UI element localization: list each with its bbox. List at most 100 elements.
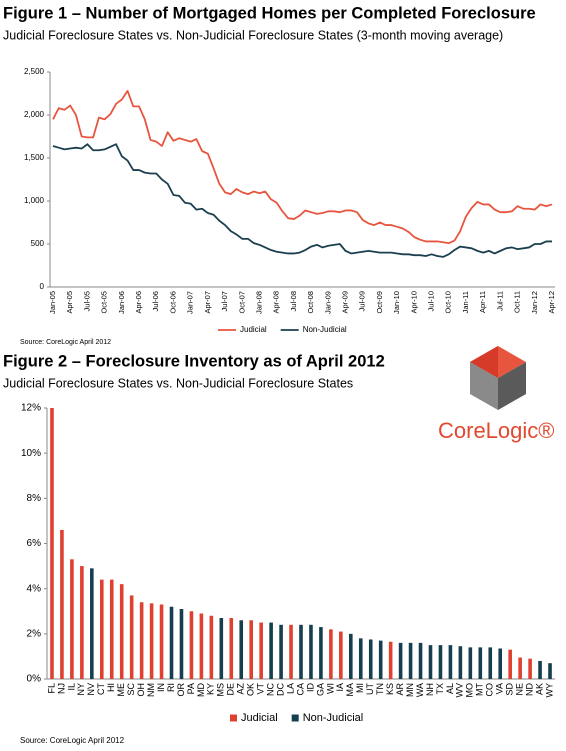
x-tick-label: Apr-08 [272, 291, 281, 314]
x-tick-label: Oct-10 [444, 291, 453, 314]
bar [139, 602, 144, 679]
bar [408, 642, 413, 679]
logo-facet [470, 346, 498, 378]
x-tick-label: Jan-09 [323, 291, 332, 314]
x-tick-label: Apr-12 [547, 291, 556, 314]
x-tick-label: IA [335, 683, 345, 692]
x-tick-label: HI [106, 683, 116, 692]
bar [99, 579, 104, 679]
x-tick-label: Apr-11 [478, 291, 487, 313]
bar [349, 633, 353, 679]
x-tick-label: Jan-10 [392, 291, 401, 314]
x-tick-label: Oct-07 [237, 291, 246, 314]
x-tick-label: NY [76, 683, 86, 696]
y-tick-label: 8% [27, 493, 42, 504]
bar [498, 648, 503, 679]
x-tick-label: MA [345, 683, 355, 697]
x-tick-label: Jan-08 [254, 291, 263, 314]
x-tick-label: Oct-08 [306, 291, 315, 314]
y-tick-label: 2,500 [24, 67, 45, 76]
x-tick-label: Jan-11 [461, 291, 470, 313]
x-tick-label: CO [485, 683, 495, 697]
x-tick-label: WV [455, 683, 465, 698]
x-tick-label: TX [435, 683, 445, 695]
bar [149, 603, 154, 679]
bar [448, 645, 453, 679]
x-tick-label: WY [544, 683, 554, 698]
y-tick-label: 10% [21, 448, 41, 459]
x-tick-label: DE [226, 683, 236, 696]
x-tick-label: IN [156, 683, 166, 692]
x-tick-label: Apr-10 [409, 291, 418, 314]
bar [508, 649, 512, 679]
y-tick-label: 6% [27, 538, 42, 549]
x-tick-label: Jul-09 [358, 291, 367, 311]
x-tick-label: IL [66, 683, 76, 691]
logo-right [498, 362, 526, 410]
y-tick-label: 0% [27, 674, 42, 685]
x-tick-label: ME [116, 683, 126, 697]
chart-title: Figure 2 – Foreclosure Inventory as of A… [3, 352, 385, 370]
x-tick-label: LA [285, 683, 295, 694]
source: Source: CoreLogic April 2012 [20, 339, 111, 346]
x-tick-label: Jan-07 [186, 291, 195, 314]
y-tick-label: 2,000 [24, 110, 45, 119]
bar [418, 642, 423, 679]
x-tick-label: NC [265, 683, 275, 696]
legend-swatch [230, 714, 237, 722]
x-tick-label: ID [305, 682, 315, 692]
bar [548, 663, 552, 679]
bar [70, 559, 74, 679]
line [52, 143, 552, 258]
bar [209, 615, 214, 679]
x-tick-label: ND [524, 683, 534, 696]
bar [528, 658, 532, 679]
bar [279, 624, 283, 679]
x-tick-label: VA [495, 683, 505, 694]
bar [159, 604, 164, 679]
x-tick-label: RI [166, 683, 176, 692]
line [52, 90, 553, 245]
x-tick-label: TN [375, 683, 385, 695]
x-tick-label: MD [196, 683, 206, 697]
x-tick-label: FL [46, 683, 56, 694]
bar [368, 639, 373, 679]
bar [179, 608, 184, 679]
x-tick-label: SD [505, 683, 515, 696]
legend-label: Judicial [241, 712, 278, 724]
x-tick-label: Apr-06 [134, 291, 143, 314]
bar [438, 645, 443, 679]
brand: CoreLogic® [438, 418, 555, 443]
x-tick-label: Jan-05 [48, 291, 57, 314]
bar [478, 647, 483, 679]
bar [119, 584, 124, 679]
legend-label: Non-Judicial [303, 712, 364, 724]
bar [319, 627, 323, 679]
bar [109, 579, 114, 679]
bar [538, 660, 542, 679]
x-tick-label: Oct-05 [100, 291, 109, 314]
x-tick-label: Oct-09 [375, 291, 384, 314]
bar [169, 606, 174, 679]
y-tick-label: 500 [31, 239, 45, 248]
x-tick-label: MS [216, 683, 226, 697]
x-tick-label: Jul-06 [151, 291, 160, 311]
x-tick-label: PA [186, 683, 196, 694]
x-tick-label: MN [405, 683, 415, 697]
x-tick-label: MO [465, 683, 475, 698]
bar [50, 408, 54, 679]
bar [129, 595, 134, 679]
bar [60, 529, 64, 679]
x-tick-label: Apr-09 [341, 291, 350, 314]
bar [358, 638, 363, 679]
y-tick-label: 2% [27, 628, 42, 639]
bar [309, 624, 313, 679]
bar [269, 622, 273, 679]
x-tick-label: CT [96, 683, 106, 695]
bar [249, 620, 253, 679]
y-tick-label: 4% [27, 583, 42, 594]
bar [199, 613, 204, 679]
x-tick-label: AR [395, 683, 405, 696]
x-tick-label: Oct-06 [168, 291, 177, 314]
